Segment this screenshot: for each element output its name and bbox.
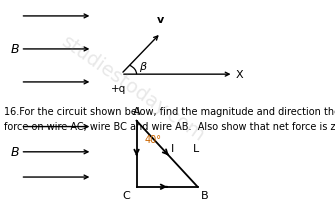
Text: I: I (171, 143, 174, 153)
Text: B: B (10, 146, 19, 159)
Text: B: B (201, 190, 209, 200)
Text: studiestoday.com: studiestoday.com (58, 32, 208, 145)
Text: 40°: 40° (145, 135, 162, 145)
Text: 16.For the circuit shown below, find the magnitude and direction the
force on wi: 16.For the circuit shown below, find the… (4, 107, 335, 131)
Text: v: v (157, 15, 164, 25)
Text: L: L (193, 143, 200, 153)
Text: B: B (10, 43, 19, 56)
Text: +q: +q (111, 83, 126, 93)
Text: C: C (123, 190, 131, 200)
Text: β: β (139, 62, 146, 72)
Text: A: A (133, 106, 140, 116)
Text: X: X (236, 70, 244, 80)
